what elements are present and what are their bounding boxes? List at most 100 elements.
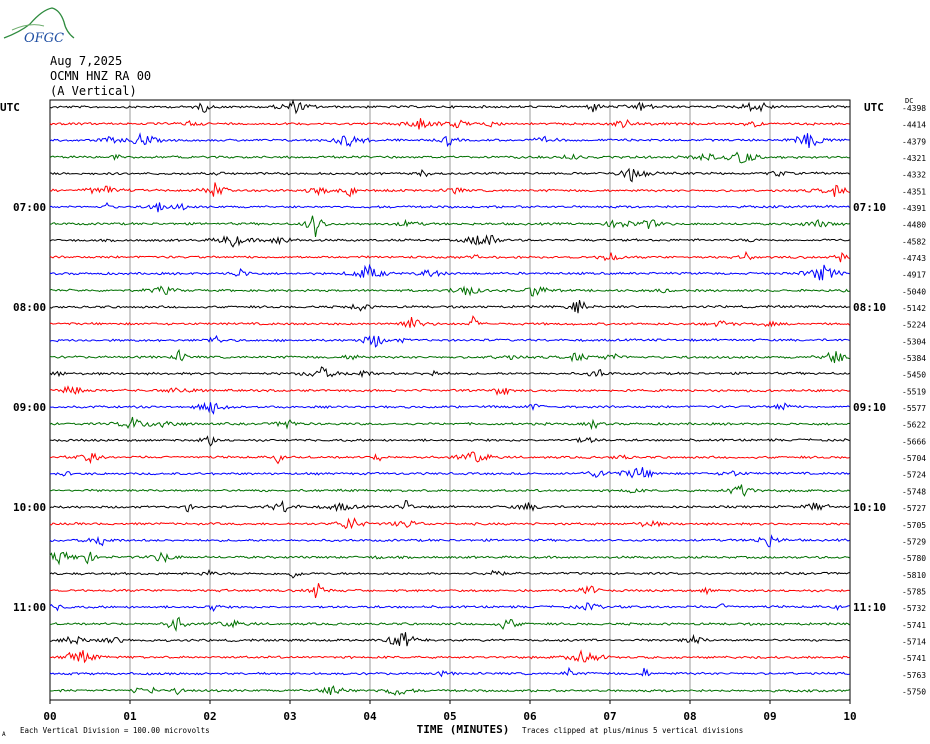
x-tick-label: 09 <box>763 710 776 723</box>
dc-offset-label: -5040 <box>902 287 926 296</box>
dc-offset-label: -5519 <box>902 387 926 396</box>
dc-offset-label: -5785 <box>902 587 926 596</box>
x-tick-label: 02 <box>203 710 216 723</box>
right-time-label: 07:10 <box>853 201 886 214</box>
trace-line <box>49 348 850 364</box>
dc-offset-label: -5810 <box>902 571 926 580</box>
trace-line <box>49 685 850 696</box>
plot-grid <box>49 99 851 701</box>
x-tick-label: 03 <box>283 710 296 723</box>
trace-line <box>49 250 850 263</box>
trace-line <box>49 263 850 281</box>
dc-offset-label: -4582 <box>902 237 926 246</box>
dc-offset-label: -5763 <box>902 671 926 680</box>
trace-line <box>49 568 850 579</box>
trace-line <box>49 285 850 297</box>
trace-line <box>49 151 850 164</box>
footer-scale-note: Each Vertical Division = 100.00 microvol… <box>20 726 210 735</box>
dc-offset-label: -5748 <box>902 487 926 496</box>
dc-offset-label: -5224 <box>902 321 926 330</box>
trace-line <box>49 649 850 664</box>
dc-units-label: DC <box>905 97 913 105</box>
trace-line <box>49 551 850 566</box>
left-time-label: 09:00 <box>13 401 46 414</box>
trace-line <box>49 632 850 647</box>
trace-line <box>49 534 850 548</box>
x-tick-label: 07 <box>603 710 616 723</box>
dc-offset-label: -5741 <box>902 654 926 663</box>
right-time-label: 09:10 <box>853 401 886 414</box>
trace-line <box>49 234 850 248</box>
dc-offset-label: -5622 <box>902 421 926 430</box>
trace-line <box>49 616 850 633</box>
x-tick-label: 01 <box>123 710 137 723</box>
footer-mark: A <box>2 731 6 738</box>
trace-line <box>49 315 850 328</box>
trace-line <box>49 118 850 130</box>
trace-line <box>49 385 850 396</box>
seismic-traces <box>49 99 850 696</box>
trace-line <box>49 182 850 198</box>
dc-offset-label: -5450 <box>902 371 926 380</box>
trace-line <box>49 517 850 530</box>
dc-offset-label: -5750 <box>902 687 926 696</box>
trace-line <box>49 215 850 237</box>
plot-date: Aug 7,2025 <box>50 54 123 68</box>
x-tick-label: 05 <box>443 710 456 723</box>
dc-offset-label: -5384 <box>902 354 926 363</box>
dc-offset-label: -5724 <box>902 471 926 480</box>
x-tick-label: 10 <box>843 710 856 723</box>
right-time-label: 08:10 <box>853 301 886 314</box>
dc-offset-label: -5142 <box>902 304 926 313</box>
trace-line <box>49 484 850 497</box>
axis-labels: -4398 -4414 -4379 -4321 -4332 -4351 -4391 -4480… <box>0 97 926 738</box>
dc-offset-label: -4379 <box>902 137 926 146</box>
component-label: (A Vertical) <box>50 84 137 98</box>
trace-line <box>49 499 850 513</box>
left-time-label: 08:00 <box>13 301 46 314</box>
dc-offset-label: -5577 <box>902 404 926 413</box>
trace-line <box>49 99 850 115</box>
trace-line <box>49 167 850 183</box>
x-tick-label: 00 <box>43 710 56 723</box>
trace-line <box>49 666 850 678</box>
left-utc-label: UTC <box>0 101 20 114</box>
right-time-label: 11:10 <box>853 601 886 614</box>
dc-offset-label: -4398 <box>902 104 926 113</box>
dc-offset-label: -4321 <box>902 154 926 163</box>
dc-offset-label: -5780 <box>902 554 926 563</box>
left-time-label: 10:00 <box>13 501 46 514</box>
dc-offset-label: -4332 <box>902 171 926 180</box>
dc-offset-label: -4743 <box>902 254 926 263</box>
dc-offset-label: -5705 <box>902 521 926 530</box>
ofgc-logo: OFGC <box>3 7 75 46</box>
x-tick-label: 04 <box>363 710 377 723</box>
dc-offset-label: -5741 <box>902 621 926 630</box>
trace-line <box>49 299 850 314</box>
dc-offset-label: -5732 <box>902 604 926 613</box>
logo-text: OFGC <box>24 31 64 46</box>
station-code: OCMN HNZ RA 00 <box>50 69 152 83</box>
dc-offset-label: -4391 <box>902 204 926 213</box>
footer-clip-note: Traces clipped at plus/minus 5 vertical … <box>522 726 743 735</box>
trace-line <box>49 416 850 431</box>
trace-line <box>49 583 850 599</box>
trace-line <box>49 366 850 379</box>
dc-offset-label: -5704 <box>902 454 926 463</box>
trace-line <box>49 467 850 479</box>
x-axis-title: TIME (MINUTES) <box>417 723 510 736</box>
dc-offset-label: -4917 <box>902 271 926 280</box>
dc-offset-label: -5714 <box>902 637 926 646</box>
left-time-label: 07:00 <box>13 201 46 214</box>
dc-offset-label: -5729 <box>902 537 926 546</box>
trace-line <box>49 602 850 613</box>
dc-offset-label: -5666 <box>902 437 926 446</box>
dc-offset-label: -4351 <box>902 187 926 196</box>
trace-line <box>49 334 850 348</box>
trace-line <box>49 132 850 148</box>
dc-offset-label: -5727 <box>902 504 926 513</box>
right-utc-label: UTC <box>864 101 884 114</box>
right-time-label: 10:10 <box>853 501 886 514</box>
x-tick-label: 08 <box>683 710 696 723</box>
